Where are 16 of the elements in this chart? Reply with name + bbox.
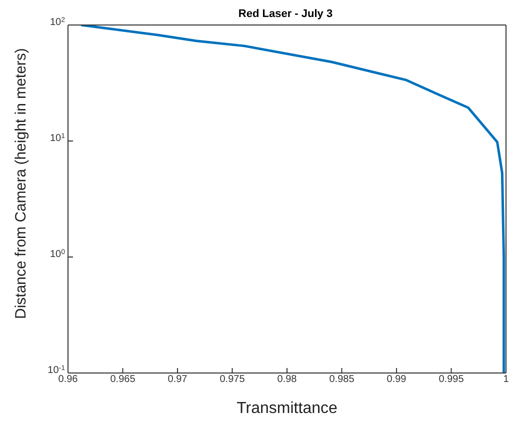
x-tick-label: 0.98	[277, 374, 298, 385]
y-tick-label: 10$^{2}$	[50, 16, 66, 28]
y-tick-label: 10$^{-1}$	[48, 364, 66, 376]
x-tick-label: 0.965	[110, 374, 136, 385]
y-tick-label: 10$^{0}$	[50, 248, 66, 260]
x-tick-label: 0.975	[220, 374, 246, 385]
x-tick-label: 0.96	[58, 374, 78, 385]
x-tick-label: 0.99	[386, 374, 407, 385]
y-axis-title: Distance from Camera (height in meters)	[12, 48, 30, 319]
x-tick-label: 0.995	[438, 374, 464, 385]
x-tick-label: 0.985	[329, 374, 355, 385]
y-tick-label: 10$^{1}$	[50, 132, 66, 144]
x-axis-title: Transmittance	[236, 400, 338, 417]
x-tick-label: 0.97	[168, 374, 188, 385]
chart-title: Red Laser - July 3	[238, 8, 333, 20]
x-tick-label: 1	[503, 374, 510, 385]
